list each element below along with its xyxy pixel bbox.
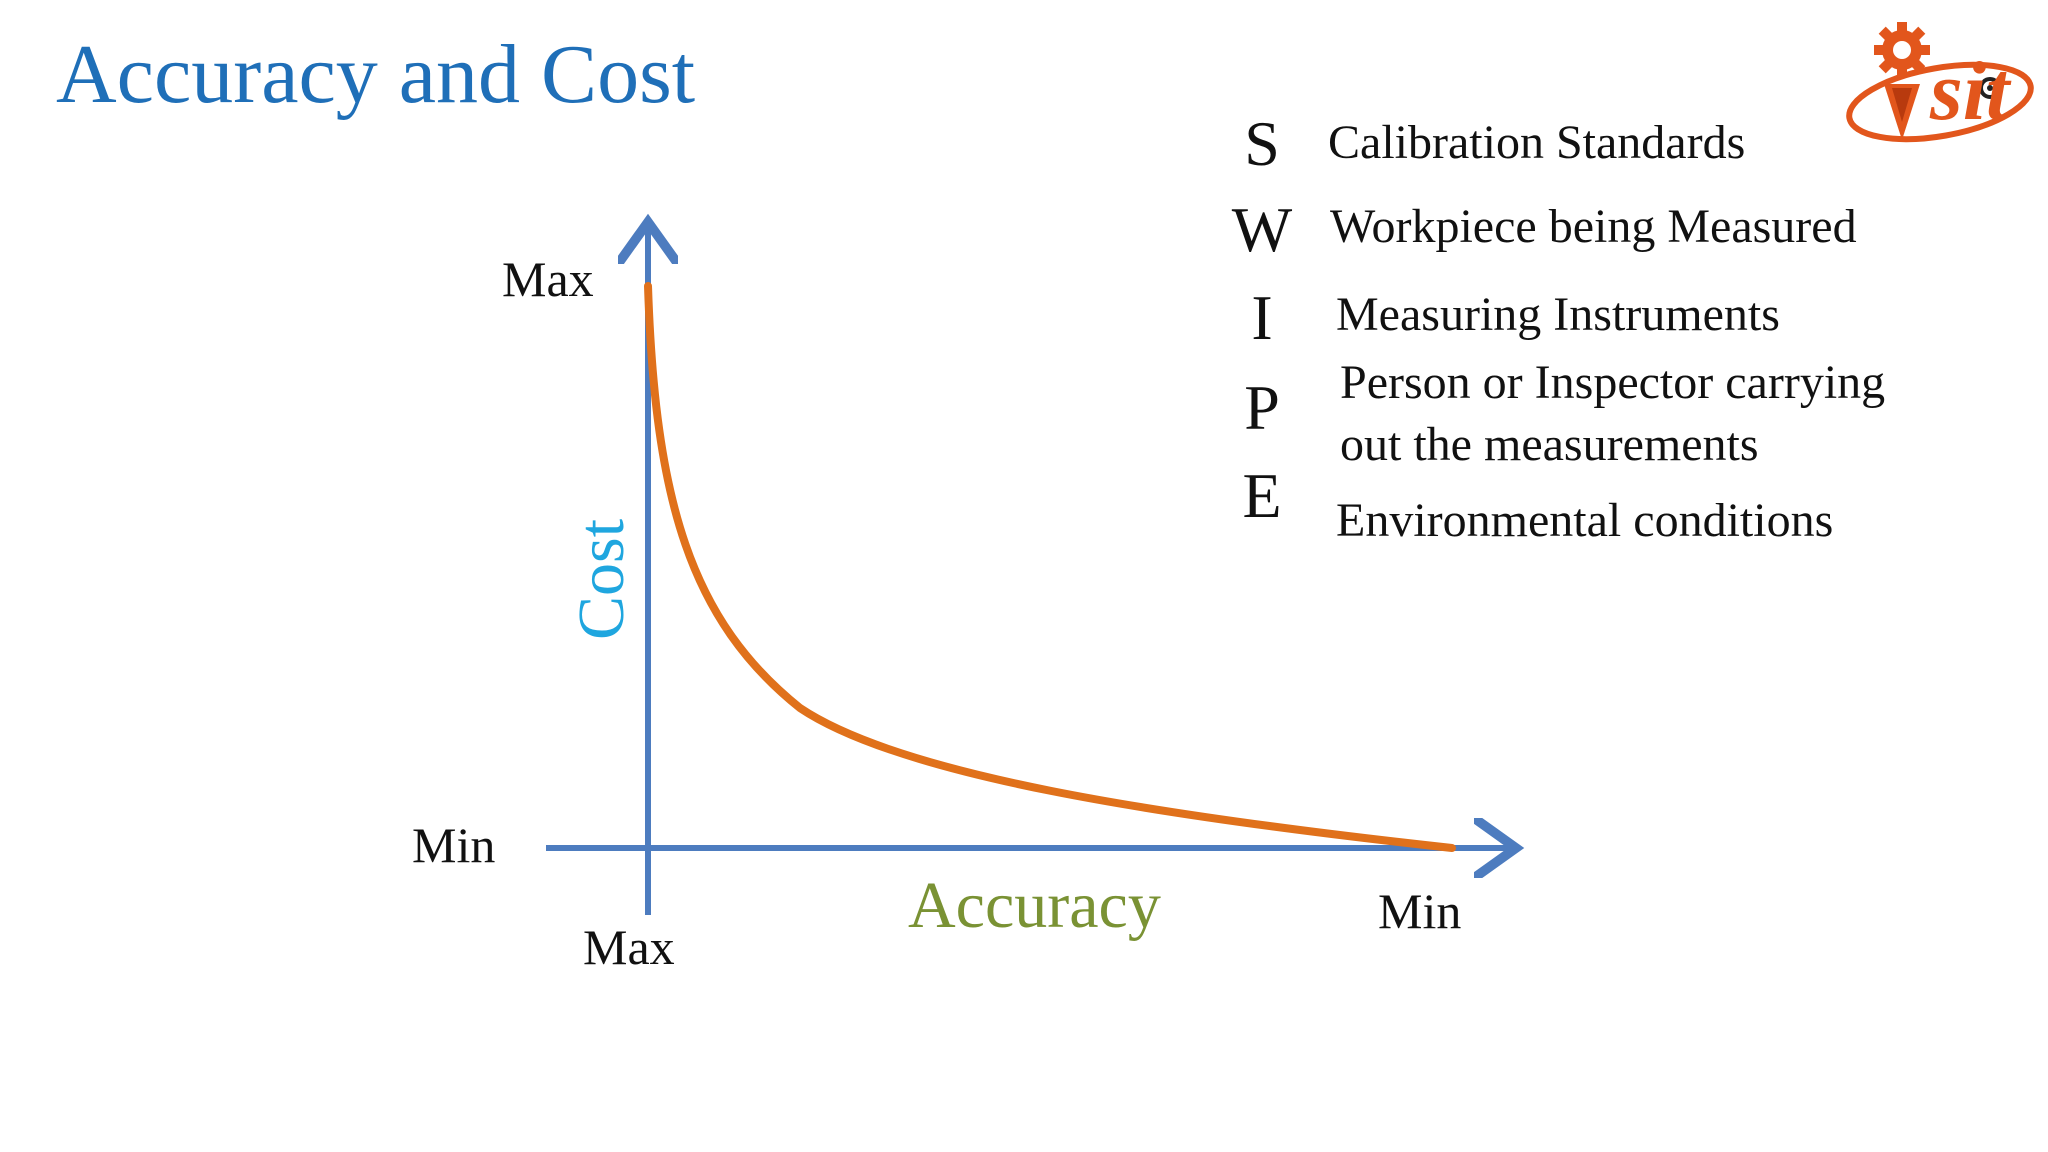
x-max-label: Max bbox=[583, 919, 675, 975]
swipe-letter: I bbox=[1251, 282, 1273, 353]
gear-icon bbox=[1846, 22, 2034, 143]
swipe-text: Measuring Instruments bbox=[1336, 288, 1780, 341]
y-axis-label: Cost bbox=[565, 518, 638, 640]
page-title: Accuracy and Cost bbox=[56, 28, 696, 121]
y-max-label: Max bbox=[502, 251, 594, 307]
swipe-text: out the measurements bbox=[1340, 418, 1759, 471]
swipe-letter: P bbox=[1244, 372, 1280, 443]
logo-text: sit bbox=[1930, 45, 2010, 138]
swipe-letter: W bbox=[1231, 194, 1293, 265]
swipe-text: Environmental conditions bbox=[1336, 494, 1834, 547]
cost-accuracy-curve bbox=[644, 282, 1456, 852]
y-min-label: Min bbox=[412, 817, 496, 873]
swipe-text: Workpiece being Measured bbox=[1330, 200, 1857, 253]
swipe-letter: E bbox=[1242, 460, 1282, 531]
x-min-label: Min bbox=[1378, 883, 1462, 939]
swipe-text: Calibration Standards bbox=[1328, 116, 1746, 169]
x-axis-label: Accuracy bbox=[908, 869, 1161, 942]
swipe-letter: S bbox=[1244, 108, 1280, 179]
swipe-text: Person or Inspector carrying bbox=[1340, 356, 1886, 409]
